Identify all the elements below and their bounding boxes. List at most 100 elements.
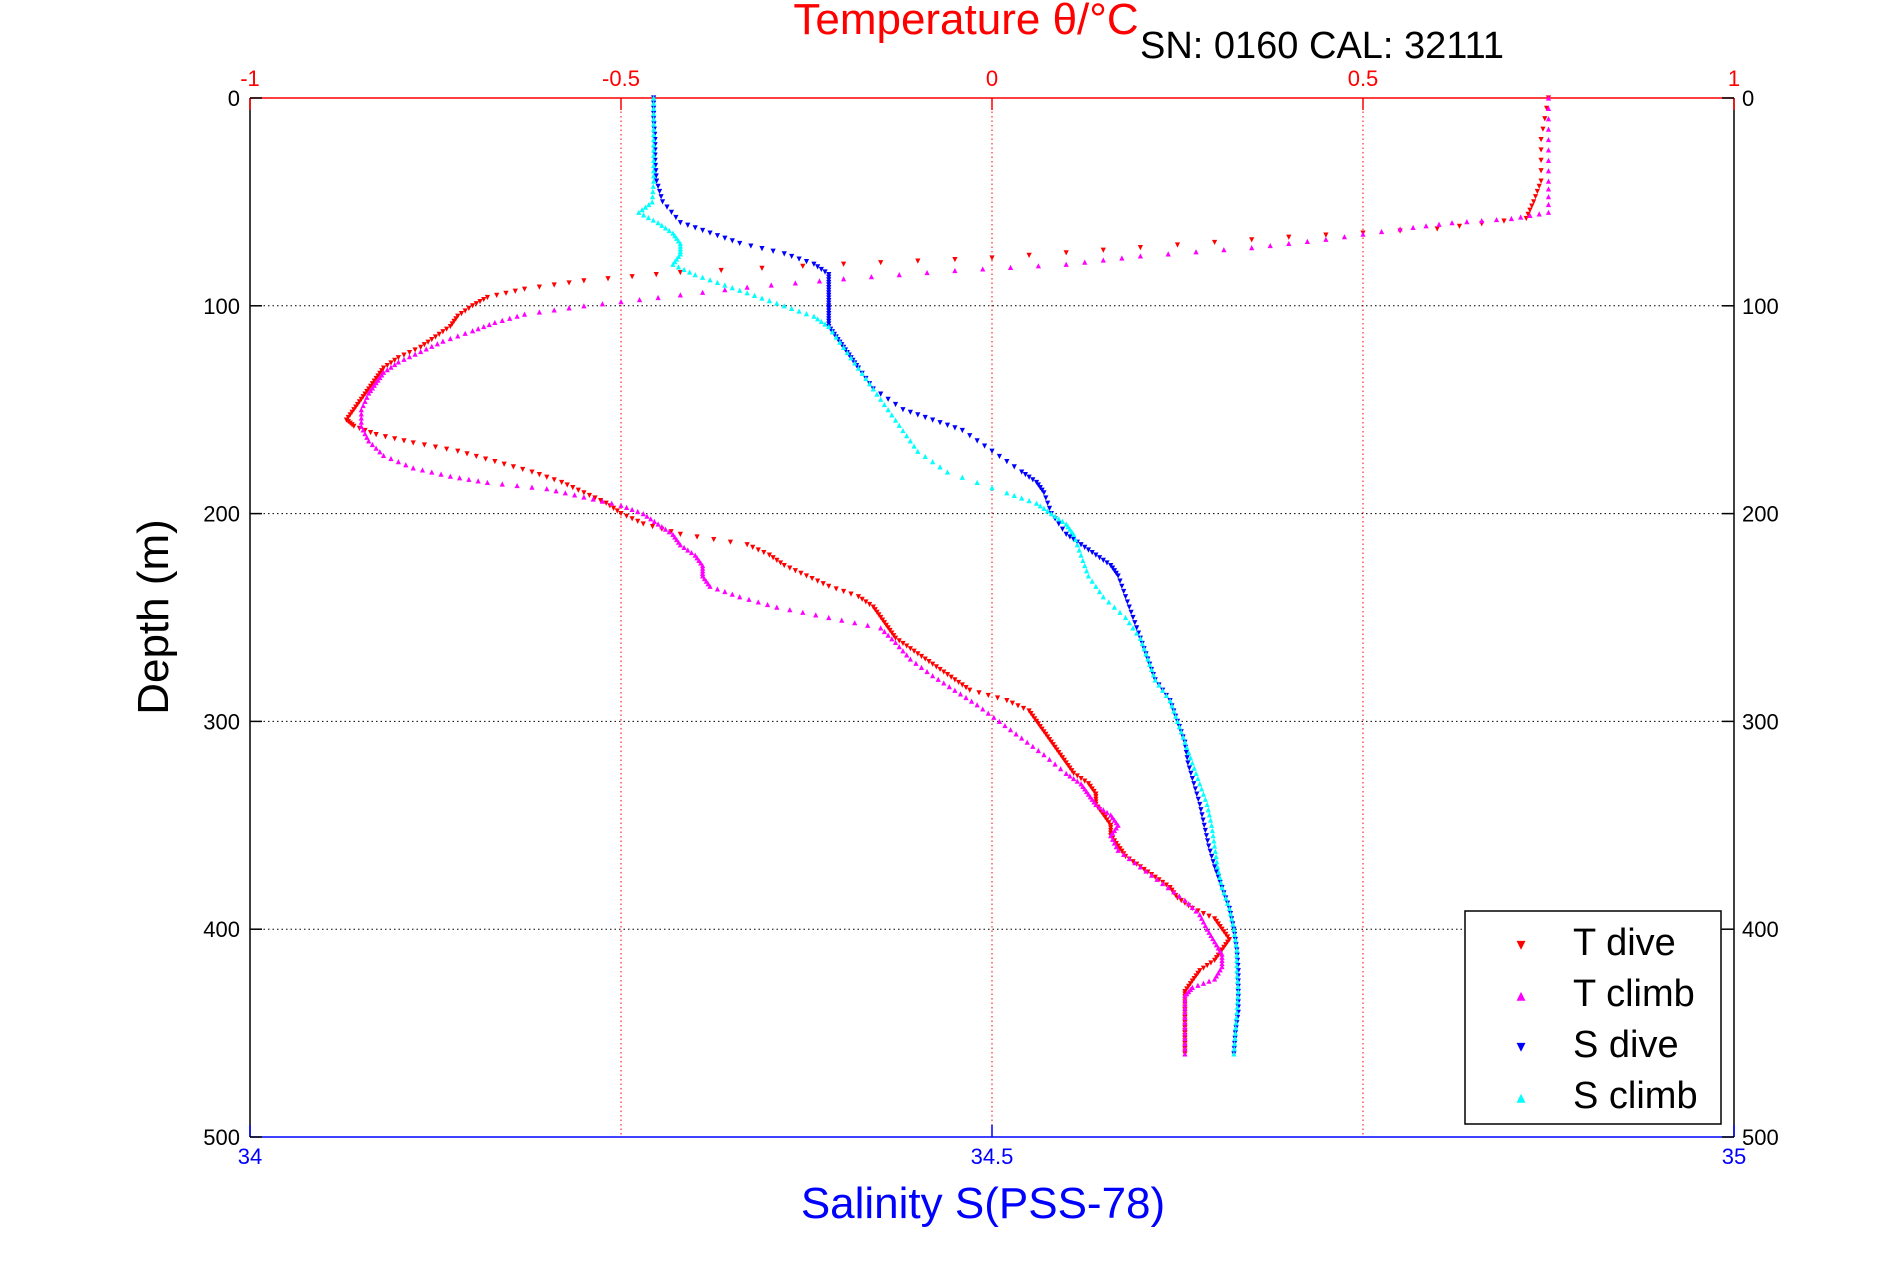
data-point: [781, 303, 787, 309]
data-point: [655, 183, 661, 189]
data-point: [885, 632, 891, 638]
data-point: [1216, 869, 1222, 875]
data-point: [551, 477, 557, 483]
data-point: [904, 652, 910, 658]
data-point: [868, 274, 875, 280]
data-point: [503, 290, 509, 296]
data-point: [1004, 459, 1010, 465]
data-point: [994, 695, 1001, 701]
data-point: [959, 427, 965, 434]
data-point: [1076, 547, 1082, 553]
data-point: [677, 269, 683, 276]
legend-marker-s-climb: ▴: [1516, 1087, 1525, 1107]
data-point: [1085, 547, 1092, 553]
data-point: [677, 220, 683, 226]
data-point: [1232, 1040, 1238, 1047]
data-point: [967, 687, 973, 693]
data-point: [675, 264, 682, 270]
data-point: [655, 294, 661, 301]
data-point: [878, 260, 884, 266]
data-point: [1126, 855, 1132, 862]
data-point: [1545, 178, 1552, 184]
data-point: [1182, 1025, 1188, 1031]
data-point: [922, 453, 928, 460]
data-point: [1207, 848, 1213, 854]
data-point: [406, 349, 413, 356]
data-point: [996, 718, 1003, 724]
data-point: [878, 391, 884, 397]
data-point: [1538, 147, 1544, 153]
data-point: [358, 407, 364, 413]
data-point: [651, 157, 657, 163]
data-point: [651, 173, 657, 179]
data-point: [536, 472, 542, 478]
data-point: [1536, 183, 1542, 189]
data-point: [501, 461, 507, 467]
data-point: [466, 476, 472, 482]
data-point: [520, 466, 526, 473]
data-point: [1195, 982, 1201, 988]
data-point: [1423, 223, 1429, 229]
data-point: [1030, 477, 1036, 483]
data-point: [590, 496, 596, 502]
data-point: [1536, 211, 1542, 217]
left-tick-label: 0: [228, 86, 240, 111]
data-point: [553, 488, 559, 494]
data-point: [746, 596, 752, 602]
data-point: [996, 453, 1003, 460]
legend-marker-t-climb: ▴: [1516, 985, 1525, 1005]
data-point: [1523, 215, 1529, 222]
data-point: [885, 396, 891, 402]
data-point: [1020, 705, 1027, 712]
data-point: [803, 573, 810, 579]
data-point: [1286, 240, 1292, 247]
data-point: [1214, 864, 1221, 870]
data-point: [974, 438, 980, 444]
data-point: [692, 272, 698, 278]
data-point: [841, 276, 847, 282]
data-point: [687, 269, 693, 275]
data-point: [1219, 964, 1225, 970]
data-point: [1545, 147, 1552, 153]
data-point: [1132, 860, 1138, 866]
data-point: [1200, 965, 1207, 971]
data-point: [816, 278, 823, 284]
data-point: [1233, 942, 1239, 948]
data-point: [640, 511, 646, 517]
data-point: [653, 168, 659, 174]
data-point: [1464, 219, 1470, 225]
data-point: [1202, 922, 1208, 929]
data-point: [781, 562, 787, 569]
data-point: [803, 310, 810, 317]
data-point: [1182, 1014, 1188, 1021]
data-point: [1233, 1020, 1239, 1026]
data-point: [597, 498, 604, 504]
data-point: [759, 295, 765, 301]
data-point: [1182, 897, 1188, 903]
data-point: [915, 258, 921, 264]
data-point: [744, 290, 750, 296]
data-point: [1218, 879, 1224, 886]
data-point: [1525, 211, 1531, 217]
legend-marker-t-dive: ▾: [1516, 934, 1525, 954]
data-point: [388, 360, 394, 366]
data-point: [766, 298, 772, 304]
data-point: [623, 513, 630, 519]
data-point: [826, 583, 832, 589]
data-point: [358, 419, 364, 425]
data-point: [651, 126, 657, 132]
data-point: [677, 292, 683, 298]
data-point: [1226, 905, 1233, 912]
data-point: [629, 516, 635, 522]
data-point: [900, 407, 906, 413]
data-point: [792, 280, 798, 286]
data-point: [1122, 614, 1129, 621]
data-point: [658, 194, 664, 200]
data-point: [1104, 809, 1110, 815]
legend-label-t-dive: T dive: [1573, 922, 1676, 964]
data-point: [1024, 739, 1030, 745]
legend-box: [1464, 910, 1722, 1125]
right-tick-label: 200: [1742, 502, 1779, 527]
data-point: [700, 274, 706, 280]
data-point: [685, 222, 691, 228]
